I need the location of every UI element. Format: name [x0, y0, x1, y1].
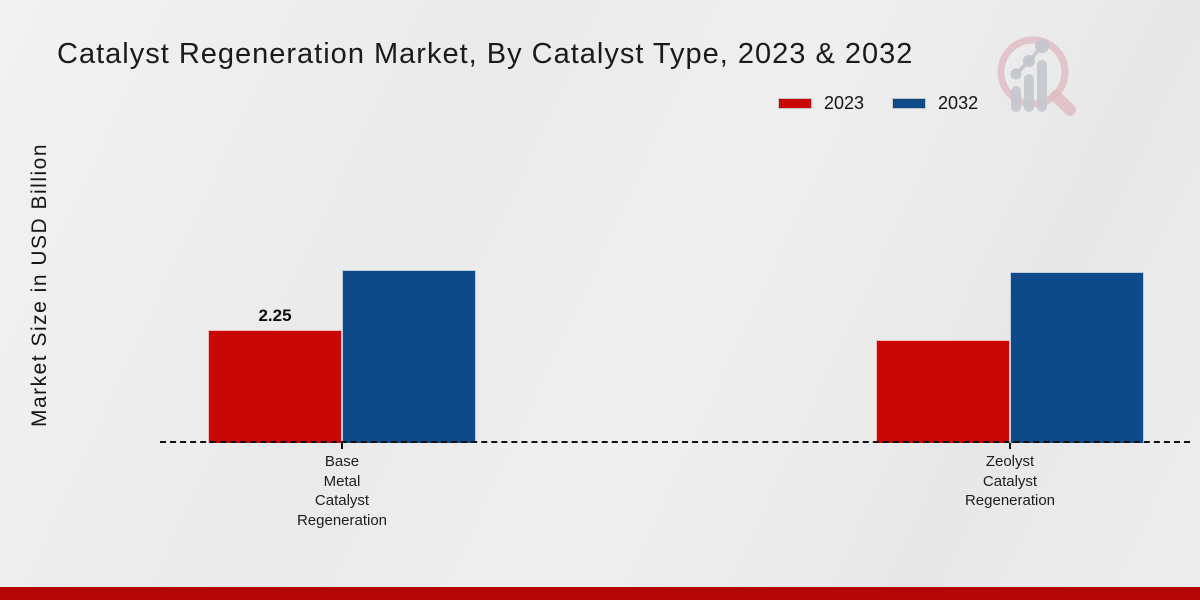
bar-2023-base-metal-catalyst-regeneration [208, 330, 342, 443]
bar-value-label: 2.25 [258, 306, 292, 325]
legend-item-2032: 2032 [892, 93, 978, 114]
x-axis-tick [1009, 443, 1011, 449]
bar-2032-base-metal-catalyst-regeneration [342, 270, 476, 443]
x-axis-tick [341, 443, 343, 449]
category-label-base-metal-catalyst-regeneration: Base Metal Catalyst Regeneration [296, 453, 388, 529]
chart-title: Catalyst Regeneration Market, By Catalys… [57, 38, 914, 70]
bottom-accent-strip [0, 587, 1200, 600]
legend: 2023 2032 [778, 93, 978, 114]
magnifier-bar-chart-logo-icon [997, 36, 1076, 116]
legend-label-2032: 2032 [938, 93, 979, 113]
category-label-zeolyst-catalyst-regeneration: Zeolyst Catalyst Regeneration [964, 453, 1056, 509]
bar-2023-zeolyst-catalyst-regeneration [876, 340, 1010, 443]
bar-2032-zeolyst-catalyst-regeneration [1010, 272, 1144, 443]
y-axis-label: Market Size in USD Billion [28, 142, 51, 428]
legend-swatch-2032-icon [892, 98, 927, 109]
legend-swatch-2023-icon [778, 98, 812, 109]
legend-item-2023: 2023 [778, 93, 864, 114]
legend-label-2023: 2023 [824, 93, 865, 113]
zero-baseline [160, 441, 1190, 443]
